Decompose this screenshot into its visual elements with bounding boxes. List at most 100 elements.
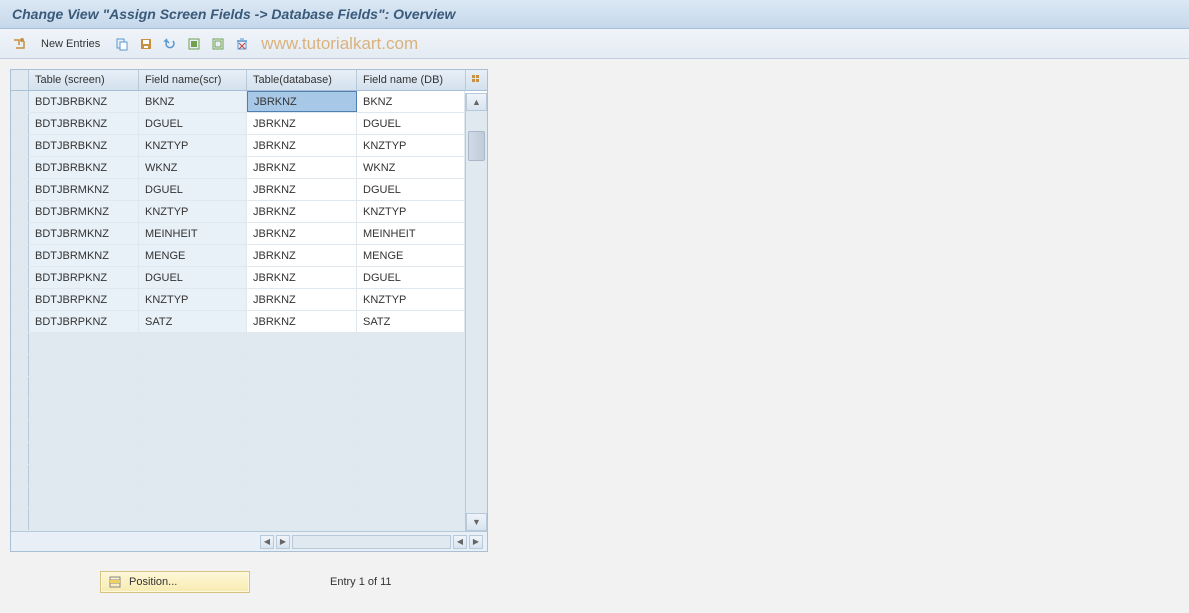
table-cell[interactable] (357, 509, 465, 530)
row-marker[interactable] (11, 443, 29, 464)
hscroll-track[interactable] (292, 535, 451, 549)
new-entries-button[interactable]: New Entries (34, 35, 107, 53)
table-cell[interactable] (247, 355, 357, 376)
table-cell[interactable] (247, 509, 357, 530)
table-cell: BDTJBRPKNZ (29, 311, 139, 332)
table-cell[interactable]: JBRKNZ (247, 223, 357, 244)
table-cell[interactable]: JBRKNZ (247, 91, 357, 112)
column-header[interactable]: Table (screen) (29, 70, 139, 90)
table-cell[interactable]: DGUEL (357, 179, 465, 200)
row-marker[interactable] (11, 91, 29, 112)
table-row (11, 399, 487, 421)
table-cell[interactable] (247, 443, 357, 464)
table-cell[interactable]: SATZ (357, 311, 465, 332)
vertical-scrollbar[interactable]: ▲ ▼ (465, 93, 487, 531)
table-cell[interactable]: JBRKNZ (247, 179, 357, 200)
hscroll-left-icon[interactable]: ◀ (260, 535, 274, 549)
delete-icon[interactable] (233, 35, 251, 53)
table-cell[interactable] (357, 421, 465, 442)
row-marker[interactable] (11, 377, 29, 398)
table-cell[interactable] (357, 465, 465, 486)
table-cell[interactable]: DGUEL (357, 113, 465, 134)
table-cell[interactable] (247, 487, 357, 508)
table-cell[interactable]: JBRKNZ (247, 267, 357, 288)
table-header-row: Table (screen) Field name(scr) Table(dat… (11, 70, 487, 91)
table-cell[interactable]: BKNZ (357, 91, 465, 112)
row-marker[interactable] (11, 333, 29, 354)
select-all-icon[interactable] (185, 35, 203, 53)
table-cell[interactable]: KNZTYP (357, 289, 465, 310)
table-cell[interactable]: JBRKNZ (247, 201, 357, 222)
table-cell (29, 333, 139, 354)
row-marker[interactable] (11, 311, 29, 332)
column-header[interactable]: Table(database) (247, 70, 357, 90)
table-row: BDTJBRBKNZBKNZJBRKNZBKNZ (11, 91, 487, 113)
hscroll-left2-icon[interactable]: ◀ (453, 535, 467, 549)
table-cell[interactable]: KNZTYP (357, 135, 465, 156)
table-cell[interactable]: DGUEL (357, 267, 465, 288)
undo-icon[interactable] (161, 35, 179, 53)
table-cell[interactable]: JBRKNZ (247, 135, 357, 156)
table-cell[interactable]: MEINHEIT (357, 223, 465, 244)
table-cell: KNZTYP (139, 201, 247, 222)
table-cell[interactable] (247, 399, 357, 420)
row-marker[interactable] (11, 157, 29, 178)
table-cell[interactable] (357, 333, 465, 354)
row-marker[interactable] (11, 201, 29, 222)
table-cell[interactable]: JBRKNZ (247, 113, 357, 134)
table-cell[interactable]: JBRKNZ (247, 289, 357, 310)
deselect-all-icon[interactable] (209, 35, 227, 53)
row-marker[interactable] (11, 135, 29, 156)
table-cell: BDTJBRMKNZ (29, 179, 139, 200)
scroll-up-icon[interactable]: ▲ (466, 93, 487, 111)
table-cell[interactable]: JBRKNZ (247, 245, 357, 266)
table-row: BDTJBRBKNZDGUELJBRKNZDGUEL (11, 113, 487, 135)
column-header[interactable]: Field name (DB) (357, 70, 465, 90)
table-cell[interactable]: KNZTYP (357, 201, 465, 222)
row-marker[interactable] (11, 509, 29, 530)
row-marker[interactable] (11, 465, 29, 486)
save-icon[interactable] (137, 35, 155, 53)
scroll-down-icon[interactable]: ▼ (466, 513, 487, 531)
scroll-track[interactable] (466, 111, 487, 513)
row-marker[interactable] (11, 289, 29, 310)
table-cell[interactable] (357, 443, 465, 464)
table-cell[interactable] (247, 421, 357, 442)
row-marker[interactable] (11, 399, 29, 420)
row-marker-header[interactable] (11, 70, 29, 90)
toggle-icon[interactable] (10, 35, 28, 53)
row-marker[interactable] (11, 223, 29, 244)
table-cell[interactable] (357, 487, 465, 508)
copy-icon[interactable] (113, 35, 131, 53)
table-cell[interactable]: JBRKNZ (247, 311, 357, 332)
row-marker[interactable] (11, 179, 29, 200)
table-cell[interactable] (357, 355, 465, 376)
row-marker[interactable] (11, 355, 29, 376)
table-cell[interactable] (247, 465, 357, 486)
row-marker[interactable] (11, 113, 29, 134)
table-row (11, 443, 487, 465)
column-header[interactable]: Field name(scr) (139, 70, 247, 90)
table-cell[interactable] (247, 333, 357, 354)
table-cell[interactable] (357, 399, 465, 420)
row-marker[interactable] (11, 421, 29, 442)
table-cell (29, 443, 139, 464)
table-row: BDTJBRPKNZKNZTYPJBRKNZKNZTYP (11, 289, 487, 311)
table-cell[interactable] (247, 377, 357, 398)
column-config-icon[interactable] (465, 70, 487, 90)
table-row: BDTJBRPKNZSATZJBRKNZSATZ (11, 311, 487, 333)
row-marker[interactable] (11, 487, 29, 508)
table-cell[interactable]: MENGE (357, 245, 465, 266)
table-cell[interactable]: WKNZ (357, 157, 465, 178)
table-cell[interactable]: JBRKNZ (247, 157, 357, 178)
position-button[interactable]: Position... (100, 571, 250, 593)
scroll-thumb[interactable] (468, 131, 485, 161)
hscroll-right-icon[interactable]: ▶ (276, 535, 290, 549)
row-marker[interactable] (11, 267, 29, 288)
table-cell[interactable] (357, 377, 465, 398)
table-cell (139, 509, 247, 530)
hscroll-right2-icon[interactable]: ▶ (469, 535, 483, 549)
table-cell: DGUEL (139, 179, 247, 200)
table-cell (139, 333, 247, 354)
row-marker[interactable] (11, 245, 29, 266)
